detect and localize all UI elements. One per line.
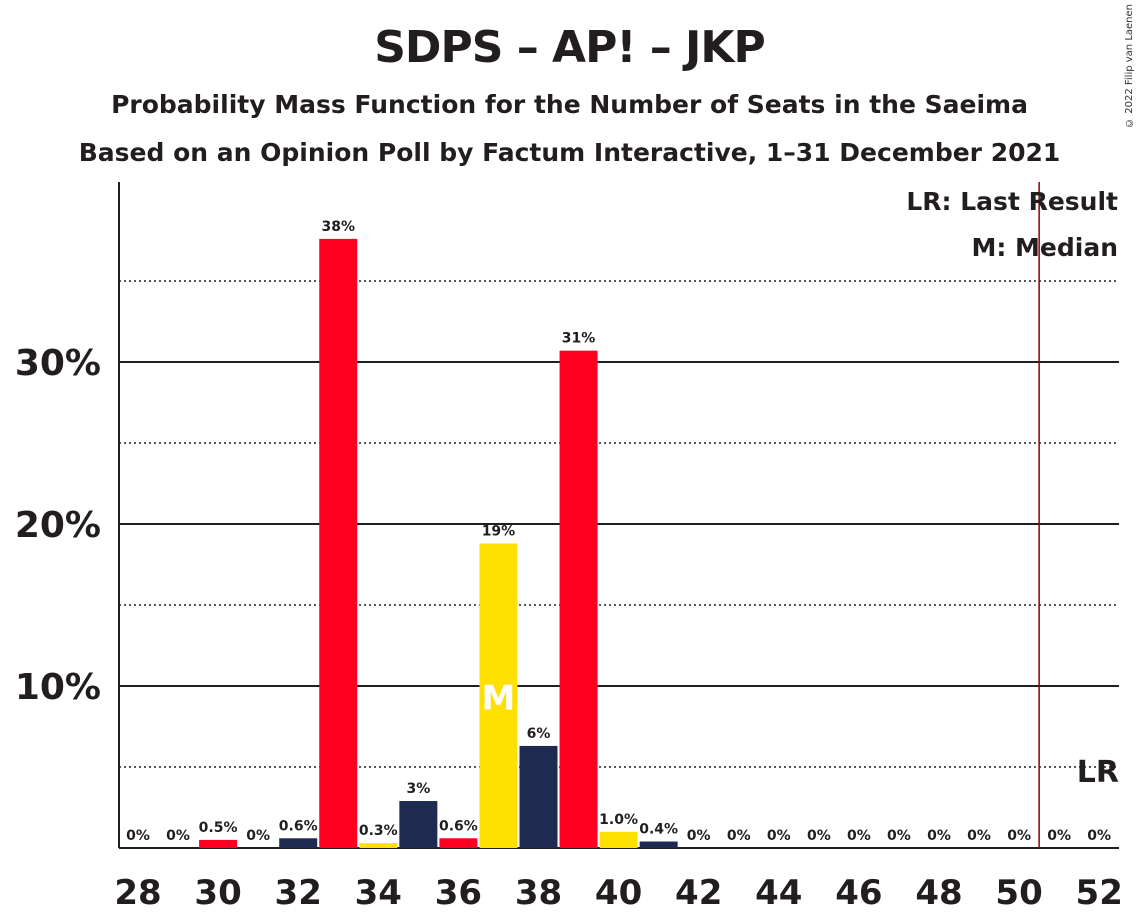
bar-seat-36	[439, 838, 478, 848]
bar-value-label: 0%	[767, 828, 791, 844]
bar-value-label: 0%	[126, 828, 150, 844]
last-result-marker: LR	[1077, 755, 1119, 790]
bar-value-label: 0%	[1047, 828, 1071, 844]
bar-value-label: 38%	[321, 219, 355, 235]
x-tick-label: 46	[835, 873, 882, 913]
bar-value-label: 0%	[967, 828, 991, 844]
x-tick-label: 30	[194, 873, 241, 913]
bar-value-label: 3%	[406, 781, 430, 797]
bar-value-label: 0%	[246, 828, 270, 844]
bar-value-label: 0%	[687, 828, 711, 844]
bar-value-label: 0.6%	[439, 818, 478, 834]
bars	[199, 238, 678, 848]
bar-seat-35	[399, 801, 438, 848]
x-tick-label: 40	[595, 873, 642, 913]
x-tick-label: 38	[515, 873, 562, 913]
bar-value-label: 0%	[727, 828, 751, 844]
bar-value-label: 1.0%	[599, 812, 638, 828]
bar-value-label: 0.4%	[639, 822, 678, 838]
chart-subtitle-1: Probability Mass Function for the Number…	[111, 90, 1028, 119]
bar-seat-33	[319, 238, 358, 848]
y-tick-label: 20%	[15, 505, 101, 546]
bar-value-label: 0%	[1087, 828, 1111, 844]
bar-seat-34	[359, 843, 398, 848]
bar-value-label: 0%	[1007, 828, 1031, 844]
bar-seat-41	[639, 841, 678, 848]
x-tick-label: 34	[355, 873, 402, 913]
legend: LR LR: Last Result M: Median	[906, 182, 1119, 848]
legend-entry: M: Median	[971, 233, 1118, 262]
legend-entry: LR: Last Result	[906, 187, 1118, 216]
chart-subtitle-2: Based on an Opinion Poll by Factum Inter…	[78, 138, 1061, 167]
x-tick-label: 42	[675, 873, 722, 913]
y-tick-label: 30%	[15, 343, 101, 384]
x-axis-labels: 28 30 32 34 36 38 40 42 44 46 48 50 52	[114, 873, 1123, 913]
bar-value-label: 0%	[847, 828, 871, 844]
chart-title: SDPS – AP! – JKP	[374, 22, 766, 73]
y-axis-labels: 10% 20% 30%	[15, 343, 101, 708]
bar-value-label: 0%	[887, 828, 911, 844]
bar-value-label: 0%	[927, 828, 951, 844]
x-tick-label: 28	[114, 873, 161, 913]
bar-seat-37	[479, 543, 518, 848]
gridlines	[118, 182, 1119, 849]
x-tick-label: 36	[435, 873, 482, 913]
bar-seat-32	[279, 838, 318, 848]
bar-value-label: 0.6%	[279, 818, 318, 834]
bar-value-label: 0.5%	[199, 820, 238, 836]
x-tick-label: 32	[275, 873, 322, 913]
median-marker: M	[482, 679, 516, 719]
bar-labels: 0% 0% 0.5% 0% 0.6% 38% 0.3% 3% 0.6% 19% M 6% 31% 1.0%…	[126, 219, 1111, 844]
bar-value-label: 0.3%	[359, 823, 398, 839]
bar-seat-38	[519, 745, 558, 848]
bar-seat-39	[559, 350, 598, 848]
bar-value-label: 6%	[527, 726, 551, 742]
bar-value-label: 19%	[482, 523, 516, 539]
bar-value-label: 0%	[166, 828, 190, 844]
bar-seat-30	[199, 839, 238, 848]
bar-value-label: 31%	[562, 331, 596, 347]
x-tick-label: 52	[1076, 873, 1123, 913]
bar-value-label: 0%	[807, 828, 831, 844]
y-tick-label: 10%	[15, 667, 101, 708]
bar-seat-40	[599, 831, 638, 848]
x-tick-label: 48	[915, 873, 962, 913]
x-tick-label: 44	[755, 873, 802, 913]
x-tick-label: 50	[995, 873, 1042, 913]
